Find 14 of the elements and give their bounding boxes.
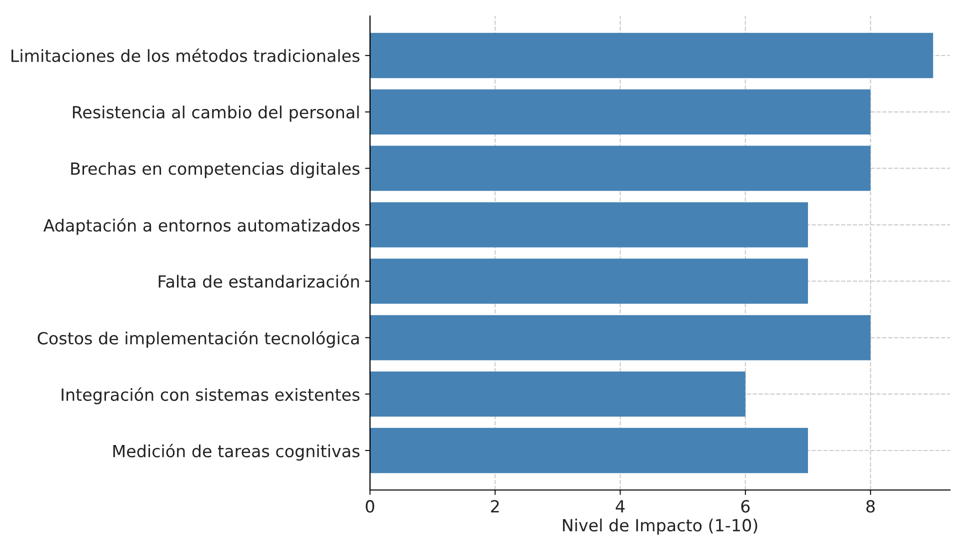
y-tick-label: Integración con sistemas existentes bbox=[62, 387, 360, 404]
y-tick-label: Costos de implementación tecnológica bbox=[38, 330, 359, 348]
y-tick-label: Brechas en competencias digitales bbox=[71, 162, 360, 178]
x-axis-title: Nivel de Impacto (1-10) bbox=[563, 518, 758, 535]
x-tick-label: 2 bbox=[491, 500, 499, 512]
y-tick-label: Medición de tareas cognitivas bbox=[113, 444, 360, 461]
x-tick-label: 0 bbox=[366, 500, 374, 513]
y-tick-label: Resistencia al cambio del personal bbox=[72, 106, 359, 122]
x-tick-label: 8 bbox=[866, 500, 875, 513]
y-tick-label: Falta de estandarización bbox=[158, 274, 359, 288]
x-tick-label: 4 bbox=[616, 500, 625, 512]
y-tick-label: Limitaciones de los métodos tradicionales bbox=[12, 48, 360, 62]
x-tick-label: 6 bbox=[741, 500, 750, 513]
y-tick-label: Adaptación a entornos automatizados bbox=[43, 218, 360, 235]
